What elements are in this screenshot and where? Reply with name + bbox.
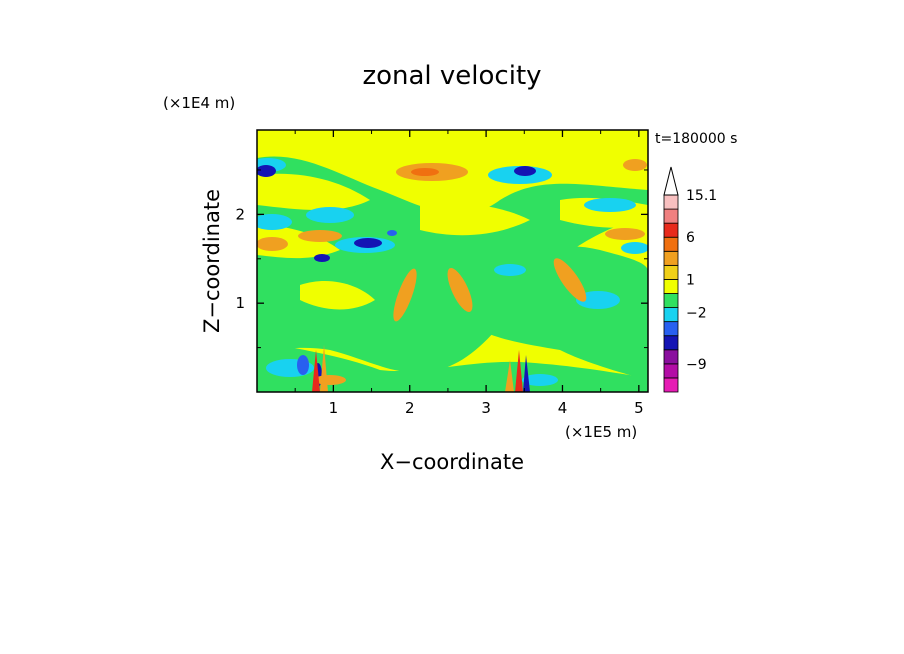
field-region [576,291,620,309]
field-region [314,254,330,262]
colorbar: 15.1 6 1 −2 −9 [663,166,717,393]
time-label: t=180000 s [655,131,737,147]
colorbar-swatch [663,279,679,294]
field-region [300,280,375,310]
field-region [387,230,397,236]
colorbar-swatch [663,349,679,365]
colorbar-swatch [663,307,679,323]
velocity-field [257,130,648,392]
y-scale-label: (×1E4 m) [163,94,235,112]
y-tick-label: 1 [235,294,245,312]
x-axis-label: X−coordinate [380,450,524,474]
field-region [494,264,526,276]
x-tick-label: 1 [329,399,339,417]
colorbar-tick-label: −2 [686,305,707,321]
field-region [257,214,292,230]
colorbar-swatch [663,264,679,280]
x-tick-label: 4 [558,399,568,417]
y-axis-label: Z−coordinate [200,189,224,333]
y-tick-label: 2 [235,205,245,223]
x-scale-label: (×1E5 m) [565,423,637,441]
colorbar-swatch [663,363,679,379]
colorbar-swatch [663,236,679,252]
field-region [257,173,370,210]
colorbar-swatch [663,194,679,210]
colorbar-swatch [663,335,679,351]
chart-title: zonal velocity [362,61,541,91]
colorbar-swatch [663,321,679,337]
field-region [420,203,530,236]
field-region [523,355,530,392]
field-region [298,230,342,242]
colorbar-tick-label: −9 [686,357,707,373]
field-region [605,228,645,240]
field-region [320,345,328,392]
field-region [623,159,647,171]
field-region [505,360,514,392]
field-region [515,350,523,392]
x-tick-label: 5 [634,399,644,417]
field-region [411,168,439,176]
field-region [584,198,636,212]
field-region [354,238,382,248]
field-region [393,268,417,322]
field-region [470,246,648,380]
field-region [257,237,288,251]
x-axis: 1 2 3 4 5 [294,130,644,417]
field-region [553,258,587,302]
colorbar-swatch [663,377,679,393]
field-region [522,374,558,386]
field-region [257,165,276,177]
y-axis: 12 [235,169,648,349]
field-region [621,242,648,254]
colorbar-tick-label: 1 [686,272,695,288]
colorbar-tick-label: 6 [686,230,695,246]
plot-frame [256,129,649,393]
x-tick-label: 3 [481,399,491,417]
field-region [297,355,309,375]
field-region [514,166,536,176]
colorbar-extend-arrow [663,166,679,196]
colorbar-swatch [663,293,679,308]
colorbar-swatch [663,250,679,266]
field-region [312,350,320,392]
colorbar-swatch [663,222,679,238]
x-tick-label: 2 [405,399,415,417]
field-region [447,267,473,313]
colorbar-swatch [663,208,679,224]
field-region [306,207,354,223]
colorbar-tick-label: 15.1 [686,188,717,204]
